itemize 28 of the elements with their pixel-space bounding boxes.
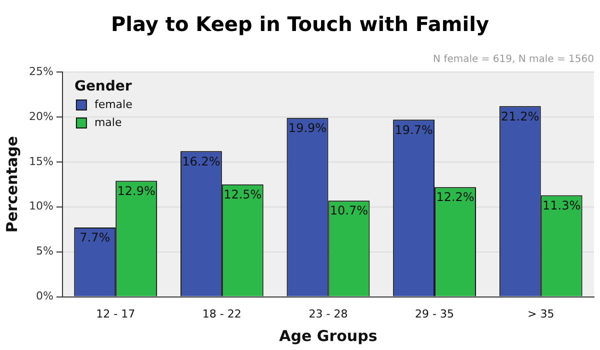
x-tick-label: 18 - 22 [202, 307, 242, 320]
data-label: 12.5% [224, 188, 262, 202]
text: N female = 619, N male = 1560 [433, 54, 594, 65]
data-label: 7.7% [80, 230, 110, 245]
y-axis-title: Percentage [2, 136, 21, 233]
x-tick-label: > 35 [527, 307, 554, 320]
legend-label: female [94, 98, 133, 111]
data-label: 10.7% [330, 204, 368, 218]
x-tick-label: 29 - 35 [415, 307, 454, 320]
y-tick-label: 25% [28, 64, 54, 78]
data-label: 11.3% [542, 198, 581, 212]
y-tick-label: 0% [36, 290, 54, 303]
x-tick-label: 23 - 28 [308, 307, 348, 320]
chart-title: Play to Keep in Touch with Family [110, 12, 490, 38]
y-tick-label: 20% [28, 110, 54, 123]
data-label: 12.9% [117, 184, 156, 198]
x-tick-label: 12 - 17 [96, 307, 136, 320]
y-tick-label: 10% [28, 200, 54, 213]
x-axis-title: Age Groups [279, 326, 378, 345]
data-label: 19.7% [394, 122, 433, 137]
y-tick-label: 15% [28, 154, 54, 168]
data-label: 16.2% [182, 154, 220, 168]
data-label: 21.2% [501, 109, 540, 124]
legend-label: male [94, 116, 122, 129]
data-label: 12.2% [436, 190, 474, 204]
data-label: 19.9% [288, 120, 327, 135]
y-tick-label: 5% [36, 244, 54, 258]
legend-title: Gender [74, 78, 132, 95]
